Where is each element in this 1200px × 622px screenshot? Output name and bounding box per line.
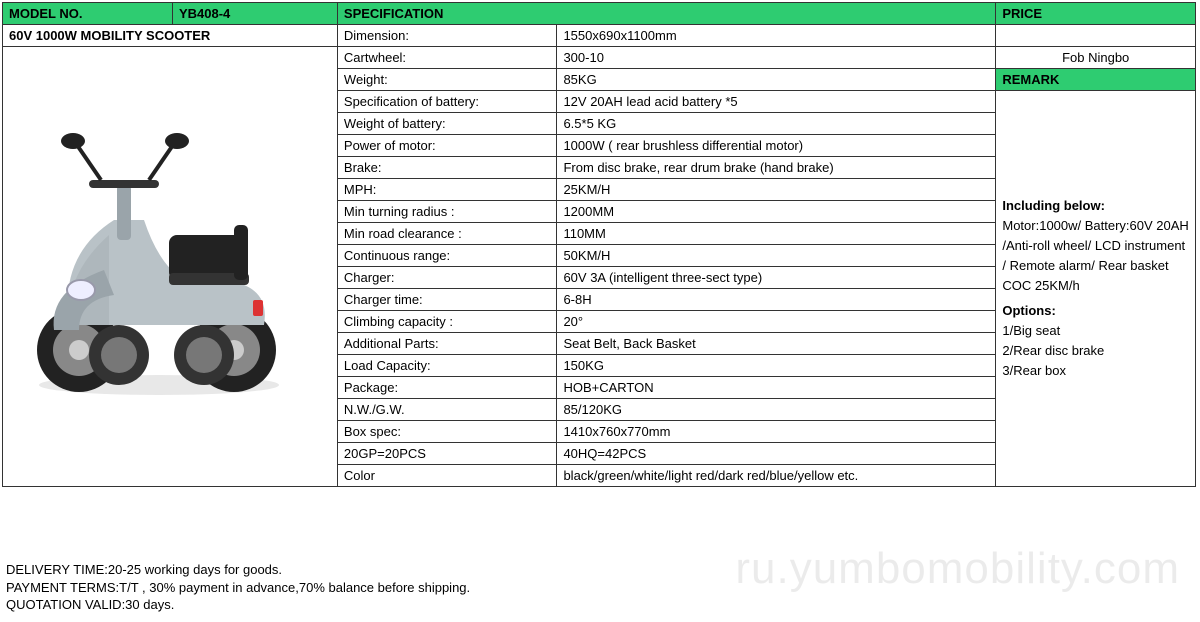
option-2: 2/Rear disc brake (1002, 341, 1189, 361)
spec-label: Package: (337, 377, 557, 399)
spec-value: HOB+CARTON (557, 377, 996, 399)
spec-label: Color (337, 465, 557, 487)
price-label: PRICE (996, 3, 1196, 25)
spec-value: 6.5*5 KG (557, 113, 996, 135)
price-row-2: Fob Ningbo (996, 47, 1196, 69)
product-name: 60V 1000W MOBILITY SCOOTER (3, 25, 338, 47)
spec-label: N.W./G.W. (337, 399, 557, 421)
scooter-image (9, 125, 309, 405)
remark-cell: Including below: Motor:1000w/ Battery:60… (996, 91, 1196, 487)
spec-value: black/green/white/light red/dark red/blu… (557, 465, 996, 487)
spec-value: 12V 20AH lead acid battery *5 (557, 91, 996, 113)
spec-label: Min road clearance : (337, 223, 557, 245)
footer-line-3: QUOTATION VALID:30 days. (6, 596, 470, 614)
spec-label: Cartwheel: (337, 47, 557, 69)
spec-value: 1000W ( rear brushless differential moto… (557, 135, 996, 157)
spec-label: Charger: (337, 267, 557, 289)
spec-label: Brake: (337, 157, 557, 179)
including-label: Including below: (1002, 198, 1105, 213)
option-1: 1/Big seat (1002, 321, 1189, 341)
spec-value: 150KG (557, 355, 996, 377)
model-no-label: MODEL NO. (3, 3, 173, 25)
spec-label: Min turning radius : (337, 201, 557, 223)
option-3: 3/Rear box (1002, 361, 1189, 381)
product-image-cell (3, 47, 338, 487)
specification-label: SPECIFICATION (337, 3, 995, 25)
spec-label: MPH: (337, 179, 557, 201)
spec-value: 85/120KG (557, 399, 996, 421)
spec-value: 85KG (557, 69, 996, 91)
remark-label: REMARK (996, 69, 1196, 91)
spec-value: 300-10 (557, 47, 996, 69)
spec-label: Additional Parts: (337, 333, 557, 355)
spec-value: Seat Belt, Back Basket (557, 333, 996, 355)
spec-label: 20GP=20PCS (337, 443, 557, 465)
spec-value: 20° (557, 311, 996, 333)
spec-value: 50KM/H (557, 245, 996, 267)
options-label: Options: (1002, 303, 1055, 318)
spec-label: Weight: (337, 69, 557, 91)
spec-value: 1550x690x1100mm (557, 25, 996, 47)
footer-line-2: PAYMENT TERMS:T/T , 30% payment in advan… (6, 579, 470, 597)
spec-label: Specification of battery: (337, 91, 557, 113)
spec-value: 110MM (557, 223, 996, 245)
spec-table: MODEL NO. YB408-4 SPECIFICATION PRICE 60… (2, 2, 1196, 487)
footer: DELIVERY TIME:20-25 working days for goo… (6, 561, 470, 614)
spec-value: 25KM/H (557, 179, 996, 201)
spec-label: Charger time: (337, 289, 557, 311)
spec-value: 1200MM (557, 201, 996, 223)
model-no-value: YB408-4 (172, 3, 337, 25)
spec-label: Weight of battery: (337, 113, 557, 135)
spec-value: 40HQ=42PCS (557, 443, 996, 465)
spec-value: 60V 3A (intelligent three-sect type) (557, 267, 996, 289)
spec-value: From disc brake, rear drum brake (hand b… (557, 157, 996, 179)
spec-label: Climbing capacity : (337, 311, 557, 333)
including-text: Motor:1000w/ Battery:60V 20AH /Anti-roll… (1002, 216, 1189, 297)
spec-label: Load Capacity: (337, 355, 557, 377)
spec-label: Power of motor: (337, 135, 557, 157)
footer-line-1: DELIVERY TIME:20-25 working days for goo… (6, 561, 470, 579)
spec-value: 6-8H (557, 289, 996, 311)
price-row-1 (996, 25, 1196, 47)
watermark: ru.yumbomobility.com (735, 544, 1180, 594)
spec-value: 1410x760x770mm (557, 421, 996, 443)
spec-label: Continuous range: (337, 245, 557, 267)
spec-label: Dimension: (337, 25, 557, 47)
spec-label: Box spec: (337, 421, 557, 443)
